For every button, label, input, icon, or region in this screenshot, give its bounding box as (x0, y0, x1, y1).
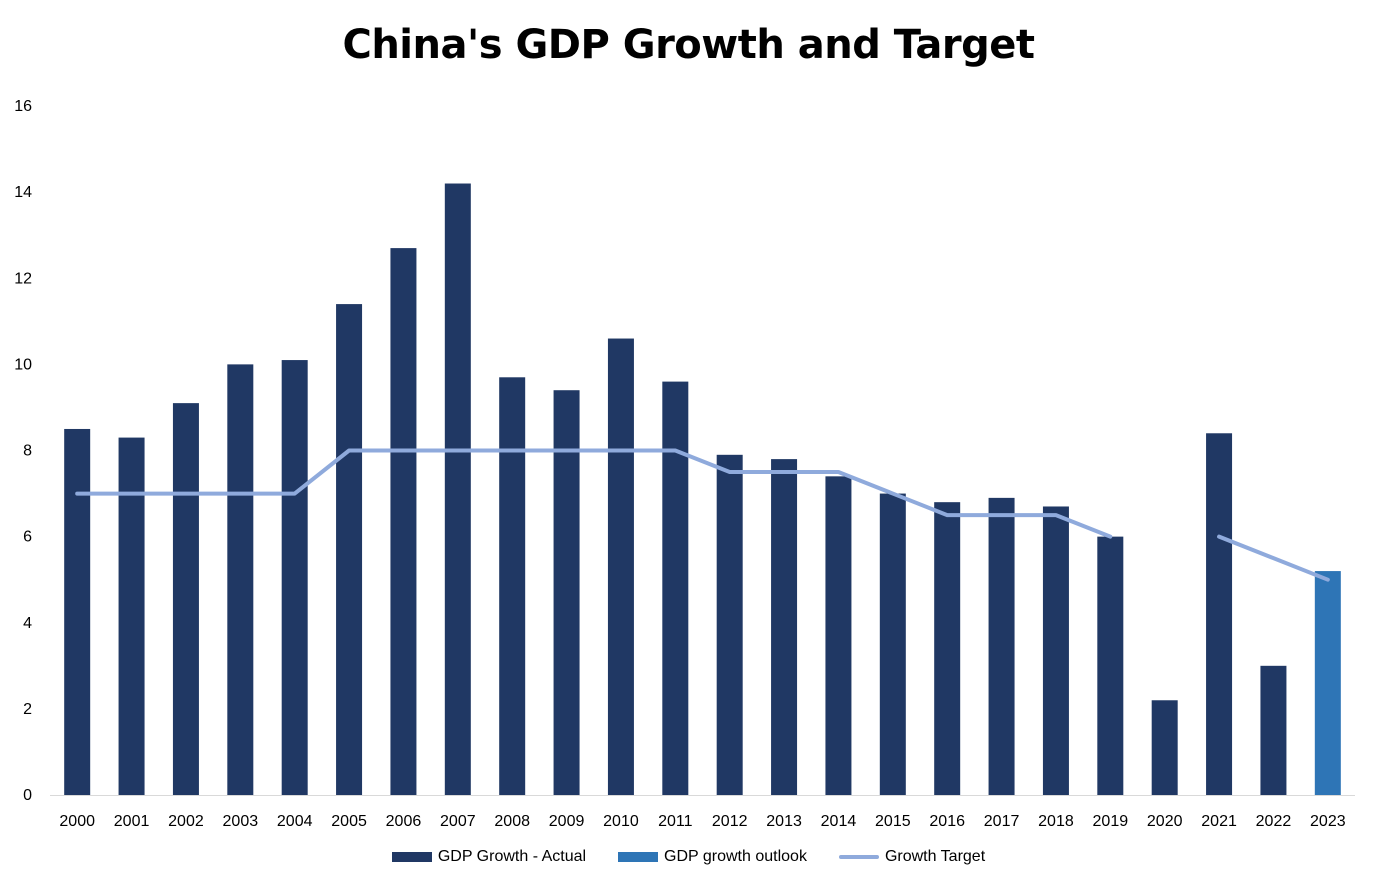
bar-2005-s0 (336, 304, 363, 795)
legend: GDP Growth - Actual GDP growth outlook G… (0, 848, 1377, 866)
x-tick-label: 2009 (549, 813, 585, 830)
legend-item-actual: GDP Growth - Actual (391, 848, 587, 866)
x-tick-label: 2000 (59, 813, 95, 830)
y-tick-label: 10 (14, 356, 32, 373)
x-tick-label: 2013 (766, 813, 802, 830)
x-tick-label: 2019 (1093, 813, 1129, 830)
bar-2023-s1 (1314, 571, 1341, 795)
x-tick-label: 2017 (984, 813, 1020, 830)
bar-2006-s0 (390, 248, 417, 795)
bar-2008-s0 (499, 377, 526, 795)
x-tick-label: 2004 (277, 813, 313, 830)
x-tick-label: 2012 (712, 813, 748, 830)
bars-group (64, 183, 1341, 795)
bar-2018-s0 (1042, 506, 1069, 795)
x-tick-label: 2011 (658, 813, 693, 830)
x-tick-label: 2005 (331, 813, 367, 830)
y-tick-label: 4 (23, 615, 32, 632)
y-tick-label: 14 (14, 184, 32, 201)
y-tick-label: 16 (14, 98, 32, 115)
bar-2010-s0 (607, 338, 634, 795)
bar-2002-s0 (172, 403, 199, 795)
legend-label-outlook: GDP growth outlook (664, 848, 807, 865)
bar-2021-s0 (1206, 433, 1233, 795)
target-line-segment (75, 448, 1113, 539)
x-tick-label: 2008 (494, 813, 530, 830)
x-tick-label: 2001 (114, 813, 150, 830)
x-tick-label: 2002 (168, 813, 204, 830)
bar-2013-s0 (771, 459, 798, 795)
y-tick-label: 12 (14, 270, 32, 287)
chart-title: China's GDP Growth and Target (342, 22, 1035, 68)
bar-2007-s0 (444, 183, 471, 795)
x-tick-label: 2015 (875, 813, 911, 830)
legend-swatch-actual (391, 852, 432, 862)
bar-2004-s0 (281, 360, 308, 795)
bar-2000-s0 (64, 428, 91, 795)
x-tick-label: 2010 (603, 813, 639, 830)
legend-label-actual: GDP Growth - Actual (437, 848, 587, 865)
y-tick-label: 2 (23, 701, 32, 718)
bar-2014-s0 (825, 476, 852, 795)
x-tick-label: 2021 (1201, 813, 1237, 830)
x-tick-label: 2006 (386, 813, 422, 830)
bar-2019-s0 (1097, 536, 1124, 795)
legend-item-outlook: GDP growth outlook (618, 848, 807, 866)
x-axis-ticks: 2000 2001 2002 2003 2004 2005 2006 2007 2008 2009… (59, 813, 1345, 830)
x-tick-label: 2007 (440, 813, 476, 830)
target-line-segment (1217, 534, 1330, 582)
x-tick-label: 2016 (929, 813, 965, 830)
y-tick-label: 0 (23, 787, 32, 804)
y-tick-label: 8 (23, 443, 32, 460)
bar-2001-s0 (118, 437, 145, 795)
bar-2015-s0 (879, 493, 906, 795)
x-tick-label: 2023 (1310, 813, 1346, 830)
x-tick-label: 2020 (1147, 813, 1183, 830)
legend-swatch-target (838, 855, 879, 859)
legend-label-target: Growth Target (884, 848, 986, 865)
x-tick-label: 2022 (1256, 813, 1292, 830)
bar-2012-s0 (716, 454, 743, 795)
bar-2020-s0 (1151, 700, 1178, 795)
bar-2003-s0 (227, 364, 254, 795)
y-axis-ticks: 0 2 4 6 8 10 12 14 16 (14, 98, 32, 804)
target-line-group (75, 448, 1330, 582)
x-tick-label: 2018 (1038, 813, 1074, 830)
legend-item-target: Growth Target (838, 848, 986, 866)
bar-2011-s0 (662, 381, 689, 795)
bar-2017-s0 (988, 497, 1015, 795)
y-tick-label: 6 (23, 529, 32, 546)
bar-2022-s0 (1260, 665, 1287, 795)
x-tick-label: 2014 (821, 813, 857, 830)
bar-2016-s0 (934, 502, 961, 795)
x-tick-label: 2003 (223, 813, 259, 830)
legend-swatch-outlook (618, 852, 659, 862)
bar-2009-s0 (553, 390, 580, 795)
